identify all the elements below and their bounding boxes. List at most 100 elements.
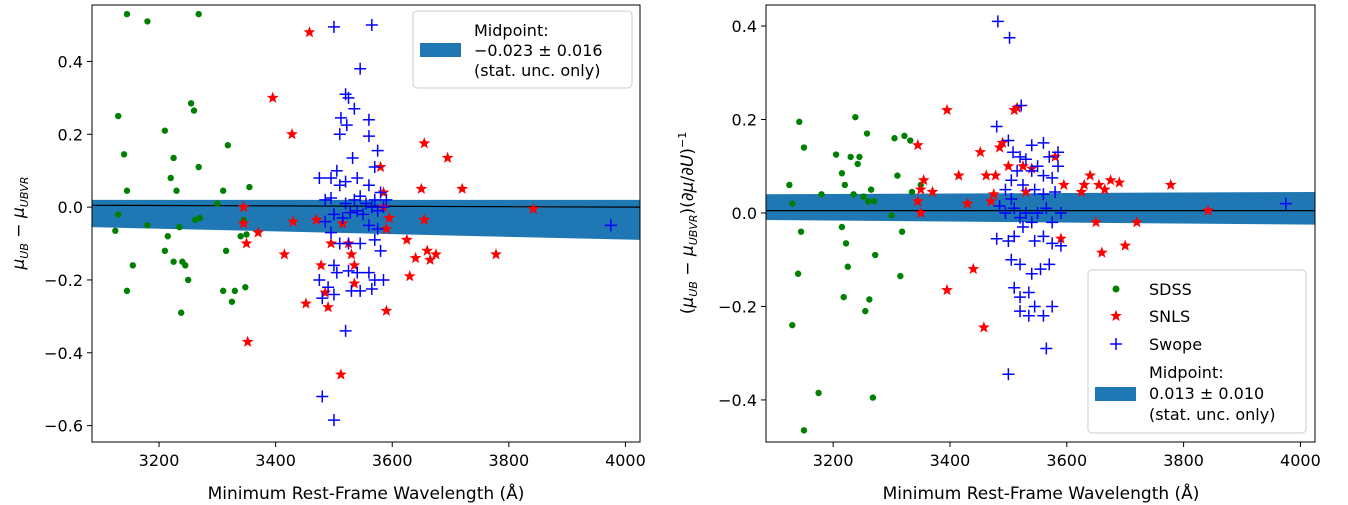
data-point-dot xyxy=(870,198,878,205)
data-point-star xyxy=(310,213,323,225)
data-point-plus xyxy=(327,288,340,301)
data-point-star xyxy=(1017,160,1029,172)
data-point-dot xyxy=(891,135,898,142)
data-point-plus xyxy=(1022,309,1035,322)
data-point-star xyxy=(911,195,924,207)
data-point-plus xyxy=(354,62,367,75)
data-point-star xyxy=(941,283,953,296)
data-point-dot xyxy=(894,172,901,179)
data-point-plus xyxy=(990,232,1003,245)
data-point-dot xyxy=(862,307,869,315)
data-point-dot xyxy=(184,276,192,284)
data-point-dot xyxy=(115,211,122,218)
data-point-plus xyxy=(377,201,390,214)
data-point-star xyxy=(237,217,250,229)
data-point-dot xyxy=(867,186,875,193)
data-point-dot xyxy=(144,222,151,229)
data-point-star xyxy=(1057,178,1070,190)
data-point-plus xyxy=(1022,286,1035,299)
data-point-plus xyxy=(333,128,346,141)
data-point-dot xyxy=(797,228,805,235)
data-point-plus xyxy=(999,206,1012,219)
data-point-dot xyxy=(796,118,803,126)
left-legend-line3: (stat. unc. only) xyxy=(474,61,600,80)
data-point-dot xyxy=(800,144,808,151)
right-chart-panel: 3200 3400 3600 3800 4000 −0.4 −0.2 0.0 0.2 0.4 SD… xyxy=(676,4,1321,504)
right-legend-swope-label: Swope xyxy=(1149,335,1202,354)
data-point-dot xyxy=(129,262,137,269)
data-point-star xyxy=(989,169,1002,181)
right-legend-swope-marker xyxy=(1110,338,1122,350)
data-point-star xyxy=(325,237,337,249)
data-point-star xyxy=(348,259,361,271)
data-point-plus xyxy=(339,197,352,210)
data-point-plus xyxy=(346,151,359,164)
data-point-dot xyxy=(123,287,131,295)
data-point-plus xyxy=(325,171,338,184)
data-point-plus xyxy=(371,144,384,157)
data-point-star xyxy=(926,185,939,197)
data-point-star xyxy=(380,222,393,234)
data-point-plus xyxy=(342,237,355,250)
data-point-plus xyxy=(380,193,393,206)
data-point-star xyxy=(1093,178,1105,190)
data-point-star xyxy=(400,233,413,245)
data-point-plus xyxy=(327,208,340,221)
right-legend-midpoint-swatch xyxy=(1095,387,1136,401)
data-point-star xyxy=(941,103,953,116)
data-point-dot xyxy=(818,191,825,198)
data-point-plus xyxy=(1037,188,1050,201)
data-point-plus xyxy=(1052,146,1065,159)
data-point-dot xyxy=(115,112,122,120)
data-point-plus xyxy=(1019,153,1032,166)
data-point-dot xyxy=(164,233,171,240)
data-point-star xyxy=(1104,174,1117,186)
data-point-dot xyxy=(872,251,879,259)
data-point-plus xyxy=(354,190,367,203)
left-legend-line1: Midpoint: xyxy=(474,21,549,40)
data-point-plus xyxy=(1015,99,1028,112)
data-point-plus xyxy=(327,414,340,427)
right-legend-line3: (stat. unc. only) xyxy=(1149,405,1275,424)
data-point-plus xyxy=(327,20,340,33)
y-tick-label: 0.2 xyxy=(732,111,757,130)
x-tick-label: 3800 xyxy=(488,451,529,470)
data-point-plus xyxy=(344,206,357,219)
data-point-dot xyxy=(907,137,914,144)
data-point-dot xyxy=(898,228,906,235)
x-tick-label: 3400 xyxy=(930,451,971,470)
data-point-plus xyxy=(1019,206,1032,219)
right-legend-sdss-marker xyxy=(1112,285,1120,293)
data-point-star xyxy=(974,146,987,158)
data-point-plus xyxy=(991,15,1004,28)
data-point-star xyxy=(984,195,997,207)
data-point-star xyxy=(409,251,422,264)
data-point-star xyxy=(911,139,924,151)
data-point-plus xyxy=(1040,202,1053,215)
data-point-plus xyxy=(342,91,355,104)
data-point-plus xyxy=(1043,258,1056,271)
data-point-plus xyxy=(1054,206,1067,219)
data-point-dot xyxy=(170,154,177,162)
x-tick-label: 3200 xyxy=(139,451,180,470)
data-point-plus xyxy=(368,193,381,206)
data-point-plus xyxy=(313,273,326,286)
data-point-star xyxy=(430,248,442,260)
data-point-plus xyxy=(371,222,384,235)
y-tick-label: −0.2 xyxy=(718,297,757,316)
data-point-dot xyxy=(850,191,857,198)
data-point-star xyxy=(914,183,927,195)
data-point-plus xyxy=(374,244,387,257)
y-tick-label: 0.4 xyxy=(58,52,83,71)
left-legend-line2: −0.023 ± 0.016 xyxy=(474,41,603,60)
data-point-star xyxy=(424,253,437,265)
data-point-star xyxy=(1130,216,1143,228)
right-legend-line1: Midpoint: xyxy=(1149,363,1224,382)
data-point-star xyxy=(322,301,334,313)
data-point-dot xyxy=(190,107,198,114)
data-point-plus xyxy=(1014,291,1027,304)
data-point-dot xyxy=(167,174,174,182)
data-point-dot xyxy=(228,298,236,305)
data-point-plus xyxy=(1025,267,1038,280)
